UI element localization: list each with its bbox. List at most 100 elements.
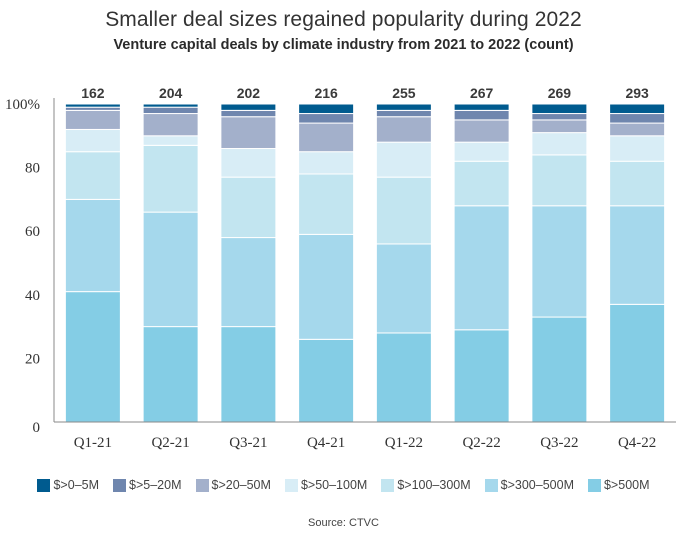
bar-segment: [64, 109, 121, 130]
legend-label: $>50–100M: [300, 478, 368, 492]
bar-total-label: 269: [548, 85, 572, 101]
bar-segment: [298, 122, 355, 153]
bar-segment: [220, 326, 277, 423]
bar-segment: [64, 103, 121, 108]
legend-swatch: [381, 478, 395, 492]
legend-label: $>0–5M: [53, 478, 100, 492]
y-tick-label: 60: [25, 224, 40, 240]
bar-total-label: 293: [625, 85, 649, 101]
bar-segment: [531, 113, 588, 121]
bar-segment: [298, 113, 355, 124]
y-tick-label: 20: [25, 351, 40, 367]
legend-swatch: [284, 478, 298, 492]
bar-segment: [375, 109, 432, 118]
bar-total-label: 204: [159, 85, 183, 101]
legend-label: $>100–300M: [397, 478, 471, 492]
bar-segment: [531, 154, 588, 207]
x-tick-label: Q2-21: [151, 435, 189, 451]
legend-item: $>0–5M: [37, 478, 99, 492]
stacked-bar-chart: 0 20 40 60 80 100% 162 204 202 216 255 267 269 293 Q…: [5, 85, 676, 451]
bar-segment: [64, 198, 121, 293]
legend-label: $>500M: [603, 478, 650, 492]
legend-swatch: [587, 478, 601, 492]
bar-segment: [609, 122, 666, 137]
bar-segment: [453, 329, 510, 423]
legend-item: $>20–50M: [195, 478, 271, 492]
bar-segment: [220, 148, 277, 178]
legend-label: $>5–20M: [129, 478, 182, 492]
bar-total-label: 216: [314, 85, 338, 101]
bar-segment: [375, 176, 432, 245]
bar-segment: [220, 116, 277, 150]
legend-swatch: [195, 478, 209, 492]
legend-item: $>50–100M: [284, 478, 368, 492]
legend-item: $>300–500M: [484, 478, 574, 492]
bar-total-label: 162: [81, 85, 105, 101]
bar-segment: [453, 141, 510, 162]
x-axis-ticks: Q1-21 Q2-21 Q3-21 Q4-21 Q1-22 Q2-22 Q3-22 Q4-22: [74, 435, 657, 451]
bar-segment: [220, 176, 277, 239]
bar-segment: [142, 103, 199, 108]
bar-segment: [220, 237, 277, 328]
legend-label: $>20–50M: [211, 478, 271, 492]
x-tick-label: Q4-22: [618, 435, 656, 451]
bar-segment: [298, 173, 355, 235]
x-tick-label: Q4-21: [307, 435, 345, 451]
bar-segment: [142, 135, 199, 146]
bar-segment: [531, 316, 588, 423]
x-tick-label: Q3-21: [229, 435, 267, 451]
legend-item: $>500M: [587, 478, 650, 492]
bar-segment: [375, 141, 432, 178]
bar-segment: [453, 109, 510, 121]
y-tick-label: 80: [25, 161, 40, 177]
bar-segment: [609, 303, 666, 423]
bar-segment: [453, 119, 510, 143]
bar-segment: [142, 326, 199, 423]
legend-item: $>100–300M: [381, 478, 471, 492]
x-tick-label: Q1-21: [74, 435, 112, 451]
bar-segment: [64, 128, 121, 153]
bar-segment: [453, 205, 510, 331]
x-tick-label: Q3-22: [540, 435, 578, 451]
bar-segment: [298, 151, 355, 175]
legend-swatch: [113, 478, 127, 492]
bar-segment: [64, 151, 121, 200]
bars: [64, 103, 666, 423]
legend-item: $>5–20M: [113, 478, 182, 492]
bar-segment: [531, 132, 588, 156]
bar-segment: [609, 135, 666, 162]
x-tick-label: Q2-22: [462, 435, 500, 451]
chart-title: Smaller deal sizes regained popularity d…: [105, 8, 582, 31]
bar-segment: [375, 243, 432, 334]
legend-swatch: [37, 478, 51, 492]
bar-total-label: 267: [470, 85, 494, 101]
bar-segment: [453, 160, 510, 207]
legend-label: $>300–500M: [500, 478, 574, 492]
y-tick-label: 0: [33, 420, 41, 436]
bar-segment: [64, 291, 121, 423]
total-labels: 162 204 202 216 255 267 269 293: [81, 85, 649, 101]
bar-segment: [375, 332, 432, 423]
bar-segment: [375, 103, 432, 111]
bar-segment: [609, 160, 666, 207]
bar-segment: [298, 338, 355, 423]
bar-segment: [609, 103, 666, 115]
bar-segment: [142, 106, 199, 115]
bar-segment: [531, 205, 588, 318]
source-note: Source: CTVC: [308, 517, 379, 529]
bar-segment: [142, 211, 199, 328]
bar-segment: [220, 103, 277, 111]
x-tick-label: Q1-22: [385, 435, 423, 451]
bar-segment: [531, 103, 588, 115]
bar-segment: [453, 103, 510, 111]
bar-segment: [298, 103, 355, 115]
bar-total-label: 255: [392, 85, 416, 101]
bar-segment: [220, 109, 277, 118]
legend-swatch: [484, 478, 498, 492]
bar-total-label: 202: [237, 85, 261, 101]
y-axis-ticks: 0 20 40 60 80 100%: [5, 97, 40, 436]
y-tick-label: 100%: [5, 97, 40, 113]
bar-segment: [375, 116, 432, 143]
y-tick-label: 40: [25, 288, 40, 304]
bar-segment: [298, 233, 355, 340]
